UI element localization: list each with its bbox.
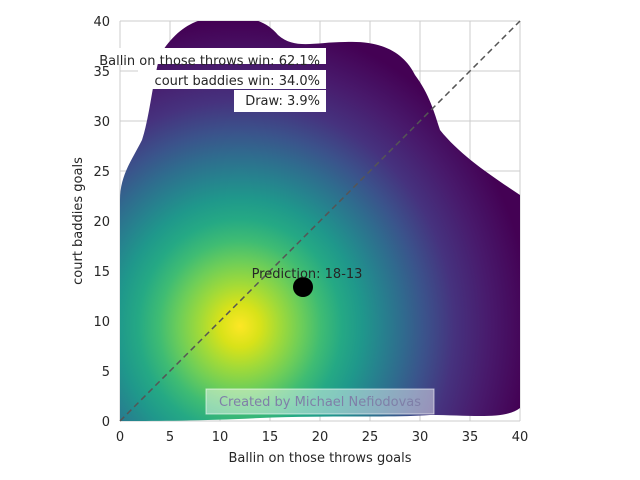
x-tick-label: 20: [312, 430, 329, 445]
y-axis-label: court baddies goals: [71, 157, 86, 285]
y-tick-label: 30: [93, 115, 110, 130]
y-tick-label: 20: [93, 215, 110, 230]
x-tick-label: 5: [166, 430, 174, 445]
x-tick-label: 35: [462, 430, 479, 445]
x-tick-label: 0: [116, 430, 124, 445]
away-win-probability: court baddies win: 34.0%: [155, 74, 320, 89]
draw-probability: Draw: 3.9%: [245, 94, 320, 109]
prediction-point: [293, 277, 313, 297]
x-axis-ticks: 0 5 10 15 20 25 30 35 40: [116, 430, 528, 445]
outcome-probabilities: Ballin on those throws win: 62.1% court …: [78, 48, 326, 112]
x-tick-label: 15: [262, 430, 279, 445]
x-axis-label: Ballin on those throws goals: [228, 451, 411, 466]
y-tick-label: 0: [102, 415, 110, 430]
y-tick-label: 25: [93, 165, 110, 180]
y-axis-ticks: 0 5 10 15 20 25 30 35 40: [93, 15, 110, 430]
y-tick-label: 35: [93, 65, 110, 80]
y-tick-label: 5: [102, 365, 110, 380]
diagonal-reference-line: [119, 20, 521, 422]
x-tick-label: 40: [512, 430, 529, 445]
watermark: Created by Michael Nefiodovas: [205, 388, 435, 415]
prediction-label: Prediction: 18-13: [252, 267, 363, 282]
y-tick-label: 40: [93, 15, 110, 30]
home-win-probability: Ballin on those throws win: 62.1%: [99, 54, 320, 69]
x-tick-label: 10: [212, 430, 229, 445]
y-tick-label: 15: [93, 265, 110, 280]
x-tick-label: 25: [362, 430, 379, 445]
watermark-text: Created by Michael Nefiodovas: [219, 395, 421, 410]
x-tick-label: 30: [412, 430, 429, 445]
y-tick-label: 10: [93, 315, 110, 330]
